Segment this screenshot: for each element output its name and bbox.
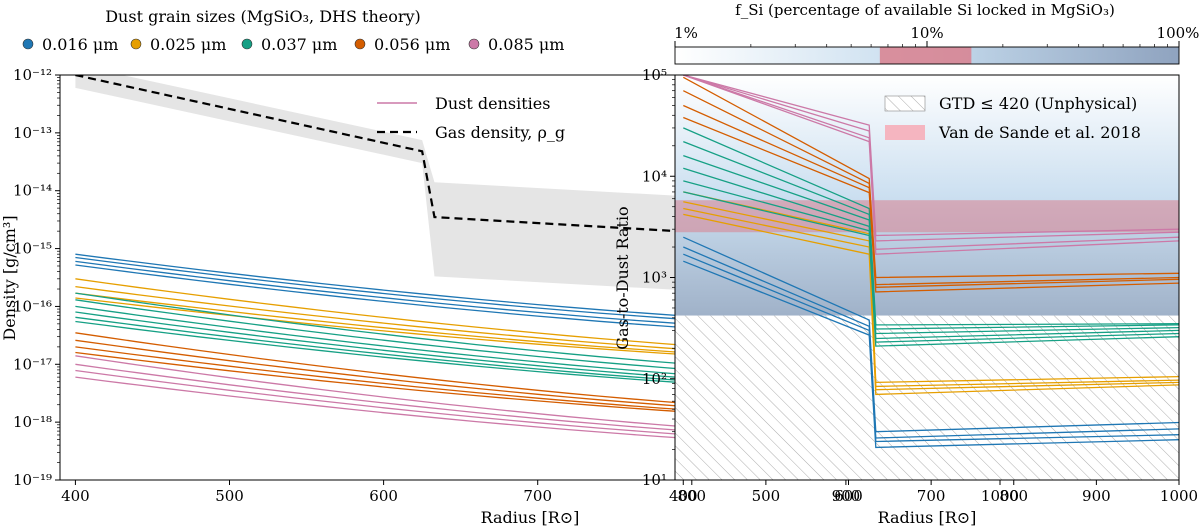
- colorbar: f_Si (percentage of available Si locked …: [674, 1, 1200, 65]
- left-x-tick-label-2: 600: [369, 487, 398, 505]
- left-x-tick-label-4: 800: [677, 487, 706, 505]
- left-y-tick-label-4: 10⁻¹⁵: [13, 240, 52, 258]
- right-dust-line-0.037-5: [683, 191, 1179, 347]
- colorbar-ticks: [674, 41, 1180, 47]
- left-x-axis-label: Radius [R⊙]: [481, 508, 580, 527]
- legend-size-label-2: 0.037 μm: [261, 35, 337, 54]
- right-x-axis-label: Radius [R⊙]: [878, 508, 977, 527]
- left-y-ticks: 10⁻¹⁹ 10⁻¹⁸ 10⁻¹⁷ 10⁻¹⁶ 10⁻¹⁵ 10⁻¹⁴ 10⁻¹³ 10⁻¹²: [13, 66, 60, 489]
- legend-marker-1: [130, 38, 142, 50]
- legend-marker-2: [241, 38, 253, 50]
- legend-hatch-swatch: [884, 95, 926, 112]
- right-y-tick-label-4: 10⁵: [642, 66, 667, 84]
- right-x-tick-label-6: 1000: [1160, 487, 1198, 505]
- right-y-ticks: 10¹ 10² 10³ 10⁴ 10⁵: [642, 66, 675, 489]
- right-y-tick-label-1: 10²: [642, 370, 667, 388]
- legend-dust-label: Dust densities: [435, 94, 550, 113]
- right-y-tick-label-2: 10³: [642, 269, 667, 287]
- right-dust-line-0.025-3: [683, 213, 1179, 396]
- legend-size-label-4: 0.085 μm: [488, 35, 564, 54]
- legend-marker-3: [354, 38, 366, 50]
- right-x-tick-label-0: 400: [669, 487, 698, 505]
- right-y-tick-label-3: 10⁴: [642, 167, 667, 185]
- left-x-tick-label-5: 900: [832, 487, 861, 505]
- legend-size-label-1: 0.025 μm: [150, 35, 226, 54]
- legend-size-label-0: 0.016 μm: [42, 35, 118, 54]
- colorbar-tick-label-1pct: 1%: [674, 24, 698, 42]
- right-dust-lines: [682, 75, 1179, 449]
- left-x-tick-label-0: 400: [61, 487, 90, 505]
- left-x-ticks: 400 500 600 700 800 900 1000: [61, 480, 1019, 505]
- right-dust-line-0.056-3: [683, 116, 1179, 293]
- right-chart: 400 500 600 700 800 900 1000 10¹ 10² 10³ 10⁴ 10⁵ R…: [613, 66, 1198, 527]
- right-x-tick-label-4: 800: [999, 487, 1028, 505]
- left-y-tick-label-1: 10⁻¹⁸: [13, 413, 52, 431]
- colorbar-highlight: [879, 47, 972, 64]
- top-legend-entries: 0.016 μm 0.025 μm 0.037 μm 0.056 μm 0.085 μm: [22, 35, 564, 54]
- left-y-tick-label-3: 10⁻¹⁶: [13, 297, 52, 315]
- left-y-tick-label-0: 10⁻¹⁹: [13, 471, 52, 489]
- left-y-axis-label: Density [g/cm³]: [0, 215, 19, 340]
- left-legend: Dust densities Gas density, ρ_g: [377, 94, 565, 142]
- left-x-tick-label-6: 1000: [981, 487, 1019, 505]
- right-x-tick-label-2: 600: [834, 487, 863, 505]
- left-x-tick-label-1: 500: [215, 487, 244, 505]
- left-y-tick-label-5: 10⁻¹⁴: [13, 182, 52, 200]
- right-y-tick-label-0: 10¹: [642, 471, 667, 489]
- left-y-tick-label-2: 10⁻¹⁷: [13, 355, 52, 373]
- right-x-tick-label-1: 500: [752, 487, 781, 505]
- right-fsi-background: [675, 75, 1179, 316]
- legend-gas-label: Gas density, ρ_g: [435, 123, 565, 142]
- right-x-tick-label-5: 900: [1082, 487, 1111, 505]
- right-dust-line-0.016-3: [683, 260, 1179, 449]
- top-legend: Dust grain sizes (MgSiO₃, DHS theory) 0.…: [22, 7, 564, 54]
- right-x-tick-label-3: 700: [917, 487, 946, 505]
- legend-hatch-label: GTD ≤ 420 (Unphysical): [939, 94, 1137, 113]
- colorbar-title: f_Si (percentage of available Si locked …: [735, 1, 1115, 19]
- legend-vds-label: Van de Sande et al. 2018: [938, 123, 1141, 142]
- left-x-tick-label-3: 700: [523, 487, 552, 505]
- legend-marker-4: [468, 38, 480, 50]
- right-legend: GTD ≤ 420 (Unphysical) Van de Sande et a…: [884, 94, 1141, 142]
- van-de-sande-band: [675, 200, 1179, 233]
- colorbar-tick-label-100pct: 100%: [1157, 24, 1200, 42]
- legend-size-label-3: 0.056 μm: [374, 35, 450, 54]
- right-y-axis-label: Gas-to-Dust Ratio: [613, 206, 632, 349]
- left-y-tick-label-6: 10⁻¹³: [13, 124, 52, 142]
- legend-marker-0: [22, 38, 34, 50]
- unphysical-hatched-region: [675, 315, 1179, 480]
- legend-vds-swatch: [885, 125, 925, 140]
- right-dust-line-0.085-3: [683, 75, 1179, 255]
- top-legend-title: Dust grain sizes (MgSiO₃, DHS theory): [105, 7, 421, 26]
- left-y-tick-label-7: 10⁻¹²: [13, 66, 52, 84]
- right-x-ticks: 400 500 600 700 800 900 1000: [669, 480, 1198, 505]
- colorbar-tick-label-10pct: 10%: [910, 24, 943, 42]
